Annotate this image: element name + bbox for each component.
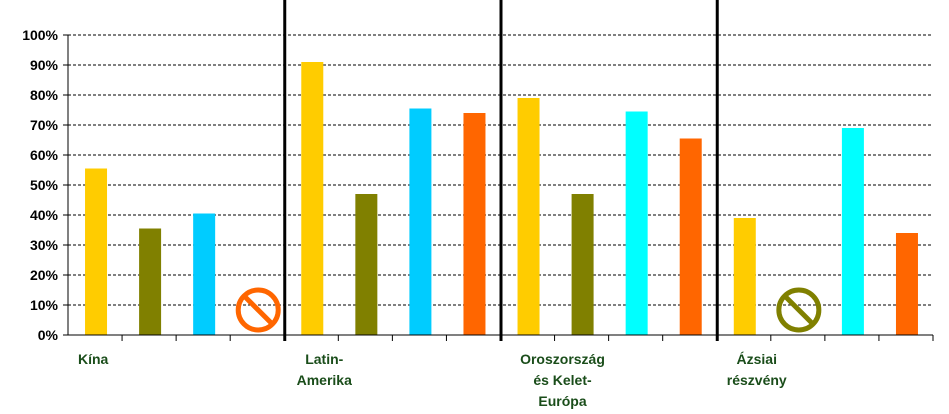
category-label: Latin- Amerika xyxy=(297,351,352,388)
bar xyxy=(895,233,918,335)
no-data-icon-slash xyxy=(782,294,815,326)
no-data-icon xyxy=(776,287,822,333)
bar xyxy=(301,62,324,335)
y-tick-label: 30% xyxy=(30,237,59,253)
y-tick-label: 90% xyxy=(30,57,59,73)
category-label-line: Ázsiai xyxy=(737,351,777,367)
y-tick-label: 10% xyxy=(30,297,59,313)
y-tick-label: 0% xyxy=(38,327,59,343)
category-label-line: Kína xyxy=(78,351,109,367)
y-tick-label: 60% xyxy=(30,147,59,163)
no-data-icon-slash xyxy=(242,294,275,326)
y-tick-label: 80% xyxy=(30,87,59,103)
y-tick-label: 70% xyxy=(30,117,59,133)
bar xyxy=(355,194,378,335)
y-tick-label: 100% xyxy=(22,27,58,43)
bar xyxy=(139,228,162,335)
bar xyxy=(85,168,108,335)
bar xyxy=(679,138,702,335)
category-label-line: és Kelet- xyxy=(533,372,592,388)
category-label-line: Európa xyxy=(538,393,586,409)
category-label-line: Latin- xyxy=(305,351,343,367)
bar xyxy=(409,108,432,335)
bar xyxy=(733,218,756,335)
bar xyxy=(517,98,540,335)
bar xyxy=(625,111,648,335)
bar xyxy=(841,128,864,335)
category-label-line: Amerika xyxy=(297,372,352,388)
category-label: Ázsiai részvény xyxy=(727,351,787,388)
y-tick-label: 50% xyxy=(30,177,59,193)
category-label-line: részvény xyxy=(727,372,787,388)
bar xyxy=(571,194,594,335)
y-tick-label: 40% xyxy=(30,207,59,223)
category-label-line: Oroszország xyxy=(520,351,605,367)
category-label: Oroszország és Kelet- Európa xyxy=(520,351,605,409)
no-data-icon xyxy=(235,287,281,333)
category-label: Kína xyxy=(78,351,109,367)
y-tick-label: 20% xyxy=(30,267,59,283)
bar xyxy=(463,113,486,335)
bar xyxy=(193,213,216,335)
